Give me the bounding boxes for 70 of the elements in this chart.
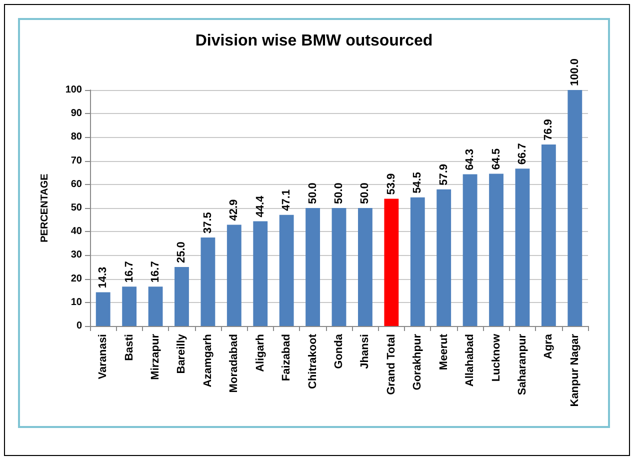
x-tick-label: Varanasi (97, 334, 110, 380)
bar (358, 208, 372, 326)
data-label: 100.0 (568, 58, 581, 86)
data-label: 47.1 (280, 189, 293, 211)
y-tick-label: 100 (65, 84, 82, 96)
bar (253, 221, 268, 326)
x-tick-label: Gonda (333, 333, 345, 369)
x-tick-label: Faizabad (280, 334, 293, 382)
data-label: 64.3 (464, 148, 476, 170)
y-axis-title: PERCENTAGE (40, 173, 50, 242)
bar (226, 224, 242, 326)
chart-title: Division wise BMW outsourced (195, 32, 433, 50)
y-tick-label: 50 (70, 202, 82, 214)
data-label: 25.0 (176, 242, 188, 263)
bar (279, 214, 294, 326)
y-tick-label: 90 (70, 108, 82, 120)
data-label: 54.5 (412, 172, 424, 194)
x-tick-label: Lucknow (490, 334, 502, 382)
bar (122, 286, 137, 326)
data-label: 16.7 (150, 261, 162, 283)
x-tick-label: Gorakhpur (412, 333, 424, 390)
x-tick-label: Chitrakoot (306, 334, 319, 389)
data-label: 16.7 (123, 261, 136, 283)
bar (462, 174, 478, 326)
x-tick-label: Moradabad (228, 334, 240, 393)
x-tick-label: Mirzapur (150, 333, 162, 380)
bar (436, 189, 452, 326)
data-label: 37.5 (202, 212, 214, 234)
bar (148, 286, 163, 326)
data-label: 57.9 (438, 164, 450, 186)
x-tick-label: Basti (123, 334, 136, 361)
bar (515, 168, 530, 326)
x-tick-label: Kanpur Nagar (568, 333, 581, 407)
y-tick-label: 0 (76, 320, 82, 332)
x-tick-label: Bareilly (176, 333, 188, 374)
data-label: 76.9 (542, 119, 555, 141)
x-tick-label: Saharanpur (516, 333, 528, 396)
data-label: 50.0 (333, 182, 345, 204)
y-tick-label: 80 (70, 132, 82, 143)
data-label: 42.9 (228, 199, 240, 221)
data-label: 66.7 (516, 143, 528, 165)
bar (489, 174, 504, 326)
x-tick-label: Jhansi (359, 334, 372, 369)
x-tick-label: Meerut (438, 334, 450, 370)
x-tick-label: Agra (542, 333, 555, 360)
y-tick-label: 70 (70, 155, 82, 166)
bar (410, 197, 425, 326)
bar (384, 198, 399, 326)
data-label: 64.5 (490, 148, 502, 170)
y-tick-label: 30 (70, 250, 82, 261)
bar (96, 292, 110, 326)
x-tick-label: Azamgarh (202, 334, 214, 388)
y-tick-label: 20 (70, 273, 82, 284)
data-label: 50.0 (359, 182, 372, 204)
bar (568, 90, 582, 326)
x-tick-label: Allahabad (464, 334, 476, 387)
data-label: 50.0 (306, 182, 319, 204)
bar (200, 238, 216, 326)
data-label: 44.4 (254, 194, 266, 218)
data-label: 53.9 (385, 173, 398, 195)
y-tick-label: 60 (70, 178, 82, 190)
y-tick-label: 10 (70, 296, 82, 308)
x-tick-label: Aligarh (254, 334, 266, 372)
y-tick-label: 40 (70, 226, 82, 238)
bar (541, 144, 556, 326)
data-label: 14.3 (97, 266, 110, 288)
bar (332, 208, 346, 326)
bar (174, 267, 189, 326)
bar (306, 208, 320, 326)
x-tick-label: Grand Total (385, 334, 398, 395)
